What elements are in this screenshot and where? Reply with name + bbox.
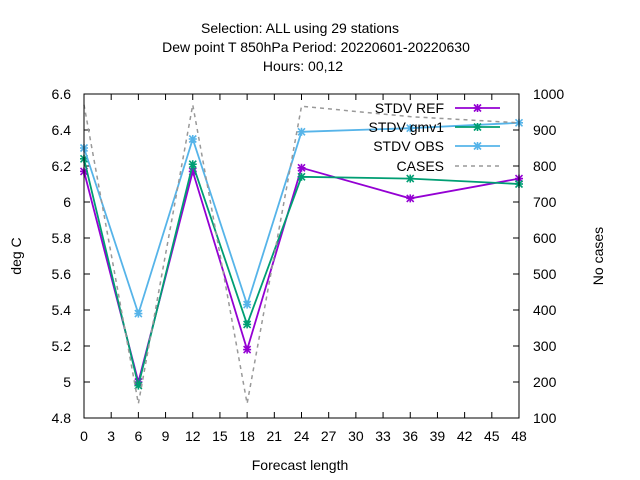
- y-tick-label: 6.2: [52, 158, 72, 174]
- series-line-stdv-obs: [83, 121, 520, 317]
- data-point-stdv-ref: [243, 345, 252, 354]
- x-axis-label: Forecast length: [252, 457, 349, 473]
- chart-title-line-2: Dew point T 850hPa Period: 20220601-2022…: [162, 39, 470, 55]
- data-point-stdv-obs: [134, 309, 143, 318]
- y2-axis-label: No cases: [590, 227, 606, 285]
- y2-tick-label: 400: [533, 302, 557, 318]
- data-point-stdv-obs: [297, 127, 306, 136]
- series-line-stdv-ref: [83, 166, 520, 383]
- x-tick-label: 36: [402, 428, 418, 444]
- data-point-stdv-obs: [243, 300, 252, 309]
- x-tick-label: 39: [430, 428, 446, 444]
- y-tick-label: 6: [63, 194, 71, 210]
- y2-tick-label: 100: [533, 410, 557, 426]
- chart-title-line-3: Hours: 00,12: [263, 58, 343, 74]
- series-line-cases: [83, 104, 520, 404]
- x-tick-label: 0: [80, 428, 88, 444]
- y-tick-label: 6.6: [52, 86, 72, 102]
- y-axis-label: deg C: [8, 237, 24, 274]
- y2-tick-label: 1000: [533, 86, 564, 102]
- data-point-stdv-obs: [406, 124, 415, 133]
- data-point-stdv-ref: [406, 194, 415, 203]
- data-point-stdv-gmv1: [188, 160, 197, 169]
- y2-tick-label: 500: [533, 266, 557, 282]
- x-tick-label: 3: [107, 428, 115, 444]
- y-tick-label: 4.8: [52, 410, 72, 426]
- chart-title-line-1: Selection: ALL using 29 stations: [201, 20, 399, 36]
- y2-tick-label: 300: [533, 338, 557, 354]
- legend-label-cases: CASES: [397, 158, 444, 174]
- data-point-stdv-obs: [188, 134, 197, 144]
- y2-tick-label: 800: [533, 158, 557, 174]
- x-axis-ticks: 0 3 6 9 12 15 18 21 24 27 30 33 36 39 42 45 48: [80, 94, 527, 444]
- x-tick-label: 30: [348, 428, 364, 444]
- x-tick-label: 12: [185, 428, 201, 444]
- y-tick-label: 6.4: [52, 122, 72, 138]
- y-tick-label: 5.6: [52, 266, 72, 282]
- y-axis-ticks: 4.8 5 5.2 5.4 5.6 5.8 6 6.2 6.4 6.6: [52, 86, 90, 426]
- legend-marker-stdv-gmv1: [473, 122, 482, 132]
- y-tick-label: 5: [63, 374, 71, 390]
- x-tick-label: 48: [511, 428, 527, 444]
- x-tick-label: 42: [457, 428, 473, 444]
- x-tick-label: 9: [162, 428, 170, 444]
- legend-label-stdv-ref: STDV REF: [375, 100, 444, 116]
- legend: STDV REF STDV gmv1 STDV OBS CASES: [369, 100, 500, 174]
- data-point-stdv-gmv1: [297, 172, 306, 181]
- y2-tick-label: 200: [533, 374, 557, 390]
- legend-label-stdv-gmv1: STDV gmv1: [369, 119, 445, 135]
- x-tick-label: 24: [294, 428, 310, 444]
- legend-marker-stdv-obs: [473, 141, 482, 151]
- chart-title: Selection: ALL using 29 stations Dew poi…: [162, 20, 470, 74]
- x-tick-label: 6: [134, 428, 142, 444]
- x-tick-label: 33: [375, 428, 391, 444]
- x-tick-label: 18: [239, 428, 255, 444]
- x-tick-label: 27: [321, 428, 337, 444]
- plot-frame: [83, 93, 520, 419]
- legend-label-stdv-obs: STDV OBS: [373, 138, 444, 154]
- y2-axis-ticks: 100 200 300 400 500 600 700 800 900 1000: [513, 86, 564, 426]
- x-tick-label: 21: [267, 428, 283, 444]
- x-tick-label: 45: [484, 428, 500, 444]
- legend-marker-stdv-ref: [473, 103, 482, 113]
- data-point-stdv-gmv1: [243, 320, 252, 329]
- y2-tick-label: 900: [533, 122, 557, 138]
- y-tick-label: 5.8: [52, 230, 72, 246]
- series-line-stdv-gmv1: [83, 158, 520, 386]
- y-tick-label: 5.2: [52, 338, 72, 354]
- y2-tick-label: 600: [533, 230, 557, 246]
- data-point-stdv-ref: [297, 163, 306, 172]
- y-tick-label: 5.4: [52, 302, 72, 318]
- series-group: [79, 104, 524, 404]
- y2-tick-label: 700: [533, 194, 557, 210]
- data-point-stdv-gmv1: [406, 174, 415, 183]
- x-tick-label: 15: [212, 428, 228, 444]
